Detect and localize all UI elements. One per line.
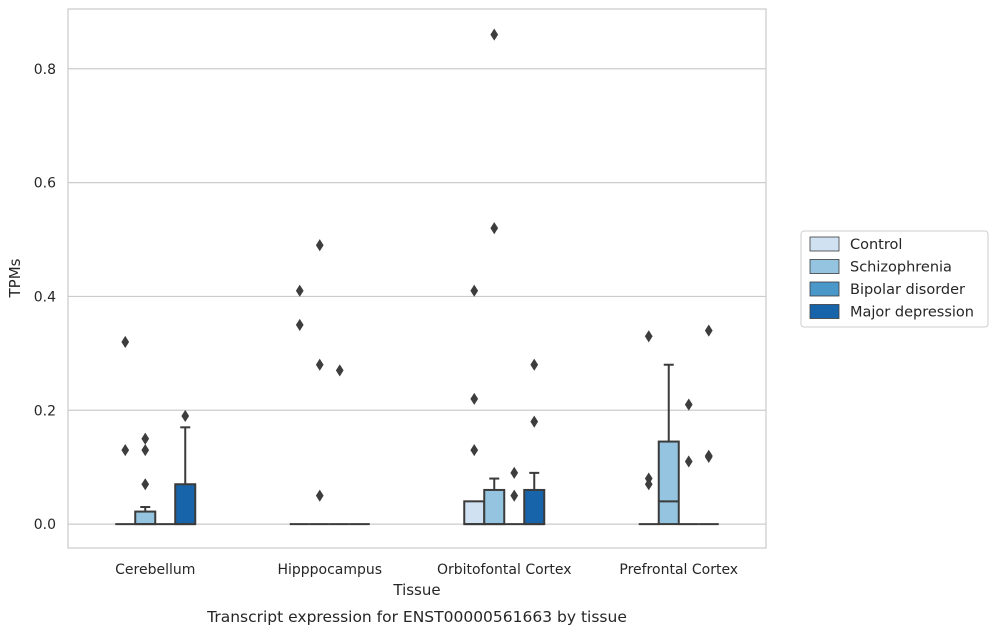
outlier-point: [644, 330, 653, 343]
x-axis-label: Tissue: [392, 581, 440, 599]
box-major-depression: [523, 358, 546, 526]
y-tick-label: 0.2: [34, 403, 56, 419]
outlier-point: [510, 489, 519, 502]
outlier-point: [335, 364, 344, 377]
box-schizophrenia: [309, 239, 330, 526]
outlier-point: [490, 28, 499, 41]
box-body: [523, 488, 546, 526]
box-schizophrenia: [657, 363, 680, 526]
outlier-point: [530, 415, 539, 428]
outlier-point: [121, 335, 130, 349]
y-tick-labels: 0.0 0.2 0.4 0.6 0.8: [34, 62, 56, 533]
legend-box: [800, 230, 989, 328]
outlier-point: [704, 324, 713, 337]
outlier-point: [470, 392, 479, 405]
box-series: [115, 28, 719, 526]
x-tick-label: Cerebellum: [115, 562, 195, 578]
legend-label: Schizophrenia: [850, 260, 952, 276]
plot-area-frame: [67, 8, 767, 549]
legend-label: Bipolar disorder: [850, 282, 965, 298]
x-tick-label: Hipppocampus: [277, 562, 382, 578]
box-major-depression: [174, 409, 197, 526]
box-body: [463, 500, 486, 526]
box-bipolar-disorder: [678, 398, 699, 526]
outlier-point: [470, 284, 479, 297]
outlier-point: [315, 489, 324, 502]
outlier-point: [510, 466, 519, 479]
y-axis-label: TPMs: [6, 258, 24, 298]
legend-label: Major depression: [850, 305, 974, 321]
chart-caption: Transcript expression for ENST0000056166…: [206, 608, 627, 626]
box-body: [174, 483, 197, 526]
box-schizophrenia: [483, 28, 506, 526]
box-schizophrenia: [134, 432, 157, 526]
outlier-point: [644, 478, 653, 491]
x-tick-label: Orbitofontal Cortex: [437, 562, 572, 578]
legend-label: Control: [850, 237, 902, 253]
outlier-point: [141, 478, 150, 491]
box-control: [289, 284, 310, 526]
outlier-point: [295, 318, 304, 331]
legend: Control Schizophrenia Bipolar disorder Majo…: [800, 230, 989, 328]
legend-swatch: [809, 304, 840, 319]
outlier-point: [141, 432, 150, 445]
legend-swatch: [809, 259, 840, 274]
box-body: [483, 488, 506, 526]
box-bipolar-disorder: [329, 364, 350, 526]
x-tick-label: Prefrontal Cortex: [619, 562, 738, 578]
outlier-point: [295, 284, 304, 297]
outlier-point: [684, 398, 693, 411]
outlier-point: [315, 358, 324, 371]
y-tick-label: 0.0: [34, 517, 56, 533]
outlier-point: [490, 222, 499, 235]
outlier-point: [141, 444, 150, 457]
outlier-point: [470, 444, 479, 457]
box-control: [115, 335, 136, 526]
box-bipolar-disorder: [504, 466, 525, 526]
box-body: [657, 440, 680, 526]
legend-swatch: [809, 236, 840, 252]
box-control: [463, 284, 486, 526]
box-body: [134, 510, 157, 526]
outlier-point: [684, 455, 693, 468]
y-tick-label: 0.4: [34, 289, 56, 305]
box-control: [638, 330, 659, 526]
y-tick-label: 0.8: [34, 62, 56, 78]
outlier-point: [704, 450, 713, 463]
y-tick-label: 0.6: [34, 176, 56, 192]
outlier-point: [121, 444, 130, 457]
outlier-point: [181, 409, 190, 423]
legend-swatch: [809, 281, 840, 297]
outlier-point: [530, 358, 539, 371]
outlier-point: [315, 239, 324, 252]
box-major-depression: [698, 324, 719, 526]
x-tick-labels: Cerebellum Hipppocampus Orbitofontal Corte…: [115, 562, 738, 578]
